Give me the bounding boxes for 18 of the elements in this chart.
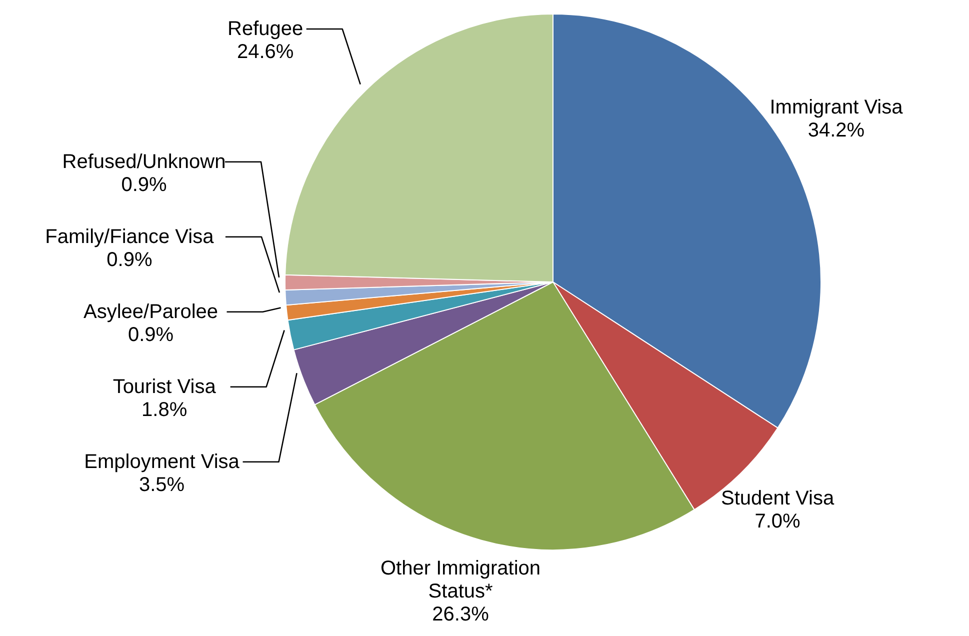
slice-label: Refugee <box>228 18 304 40</box>
slice-label: Employment Visa <box>84 450 240 473</box>
slice-label: Other Immigration Status* <box>380 558 541 603</box>
slice-label: Family/Fiance Visa <box>45 226 215 248</box>
slice-label: Immigrant Visa <box>770 96 904 118</box>
slice-label: Asylee/Parolee <box>83 300 218 323</box>
slice-label: Refused/Unknown <box>62 150 226 173</box>
data-label: 26.3% <box>432 604 490 626</box>
data-label: 24.6% <box>236 40 294 63</box>
data-label: 3.5% <box>138 474 185 496</box>
data-label: 0.9% <box>128 324 174 346</box>
data-label: 7.0% <box>754 510 801 532</box>
slice-label: Tourist Visa <box>112 376 217 398</box>
data-label: 0.9% <box>121 174 168 196</box>
data-label: 34.2% <box>808 119 865 142</box>
data-label: 0.9% <box>106 248 152 271</box>
slice-label: Student Visa <box>721 487 835 510</box>
data-label: 1.8% <box>142 398 188 421</box>
